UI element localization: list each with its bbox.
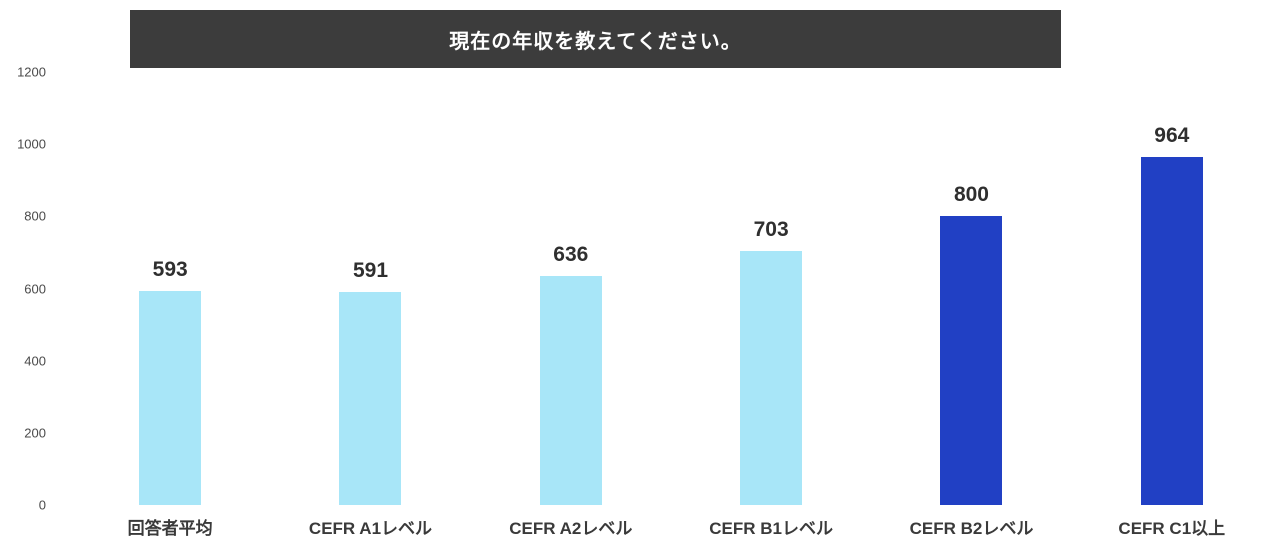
y-axis-tick-label: 600 bbox=[24, 281, 46, 296]
bar-value-label: 964 bbox=[1154, 124, 1190, 148]
bar-column: 593 回答者平均 bbox=[70, 72, 270, 538]
y-axis-tick-label: 1200 bbox=[17, 64, 46, 80]
bar bbox=[1140, 157, 1203, 505]
bar bbox=[940, 216, 1003, 505]
category-label: CEFR A2レベル bbox=[509, 519, 633, 538]
bar-column: 591 CEFR A1レベル bbox=[270, 72, 470, 538]
bar bbox=[339, 291, 402, 505]
category-label: CEFR B1レベル bbox=[709, 519, 833, 538]
bar-value-label: 703 bbox=[753, 218, 789, 242]
category-label: CEFR A1レベル bbox=[308, 519, 433, 538]
y-axis-tick-label: 0 bbox=[38, 497, 46, 513]
plot-area: 593 回答者平均 591 CEFR A1レベル 636 CEFR A2レベル 703 CEF… bbox=[70, 72, 1272, 538]
bar-value-label: 800 bbox=[953, 183, 989, 207]
chart-title-bar: 現在の年収を教えてください。 bbox=[130, 10, 1061, 68]
y-axis-tick-label: 800 bbox=[24, 208, 46, 224]
y-axis-tick-label: 400 bbox=[24, 353, 46, 369]
bar bbox=[539, 275, 602, 505]
bar-value-label: 593 bbox=[152, 258, 188, 282]
category-label: CEFR B2レベル bbox=[909, 519, 1034, 538]
bar bbox=[139, 291, 202, 505]
category-label: 回答者平均 bbox=[127, 519, 213, 538]
bar bbox=[740, 251, 803, 505]
category-label: CEFR C1以上 bbox=[1118, 519, 1226, 538]
y-axis-tick-label: 200 bbox=[24, 425, 46, 441]
bar-column: 636 CEFR A2レベル bbox=[471, 72, 671, 538]
bar-value-label: 591 bbox=[352, 258, 389, 282]
bar-column: 800 CEFR B2レベル bbox=[871, 72, 1071, 538]
bar-column: 703 CEFR B1レベル bbox=[671, 72, 871, 538]
chart-title: 現在の年収を教えてください。 bbox=[449, 30, 742, 53]
bar-column: 964 CEFR C1以上 bbox=[1072, 72, 1272, 538]
y-axis-tick-label: 1000 bbox=[17, 136, 46, 152]
bar-value-label: 636 bbox=[553, 242, 589, 266]
y-axis: 0 200 400 600 800 1000 1200 bbox=[0, 0, 52, 551]
